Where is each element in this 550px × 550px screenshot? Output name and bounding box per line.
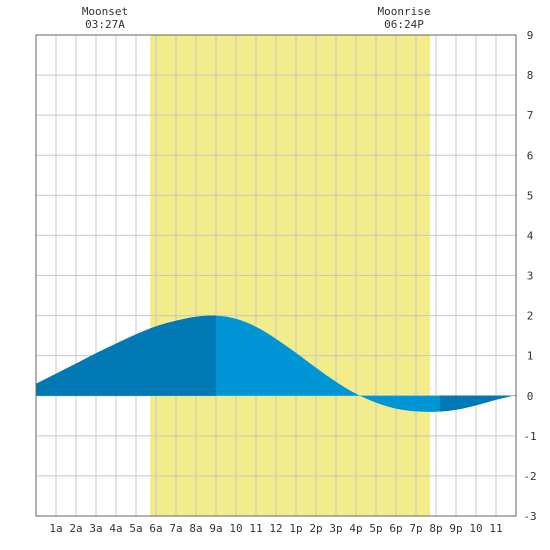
x-tick-label: 9a (209, 522, 222, 535)
x-tick-label: 4a (109, 522, 122, 535)
x-tick-label: 10 (469, 522, 482, 535)
x-tick-label: 6p (389, 522, 402, 535)
y-tick-label: -1 (523, 430, 536, 443)
x-tick-label: 6a (149, 522, 162, 535)
x-tick-label: 1a (49, 522, 62, 535)
moonset-label: Moonset (82, 5, 128, 18)
x-tick-label: 3p (329, 522, 342, 535)
x-tick-label: 8a (189, 522, 202, 535)
moonset-time: 03:27A (85, 18, 125, 31)
x-tick-label: 8p (429, 522, 442, 535)
tide-area-rising (36, 315, 216, 396)
y-tick-label: 6 (527, 149, 534, 162)
x-tick-label: 7a (169, 522, 182, 535)
moonrise-time: 06:24P (384, 18, 424, 31)
x-tick-label: 11 (249, 522, 262, 535)
y-tick-label: 3 (527, 270, 534, 283)
y-tick-label: 9 (527, 29, 534, 42)
x-tick-label: 5p (369, 522, 382, 535)
y-tick-label: -3 (523, 510, 536, 523)
x-tick-label: 5a (129, 522, 142, 535)
y-tick-label: 0 (527, 390, 534, 403)
y-tick-label: 2 (527, 310, 534, 323)
y-tick-label: 8 (527, 69, 534, 82)
x-tick-label: 3a (89, 522, 102, 535)
x-tick-label: 11 (489, 522, 502, 535)
tide-area-rising (440, 394, 516, 412)
y-tick-label: 5 (527, 189, 534, 202)
y-tick-label: 1 (527, 350, 534, 363)
x-tick-label: 9p (449, 522, 462, 535)
y-tick-label: -2 (523, 470, 536, 483)
plot-border (35, 34, 517, 517)
x-tick-label: 2a (69, 522, 82, 535)
x-tick-label: 7p (409, 522, 422, 535)
y-tick-label: 7 (527, 109, 534, 122)
x-tick-label: 2p (309, 522, 322, 535)
x-tick-label: 10 (229, 522, 242, 535)
x-tick-label: 12 (269, 522, 282, 535)
y-tick-label: 4 (527, 229, 534, 242)
x-tick-label: 4p (349, 522, 362, 535)
x-tick-label: 1p (289, 522, 302, 535)
moonrise-label: Moonrise (378, 5, 431, 18)
